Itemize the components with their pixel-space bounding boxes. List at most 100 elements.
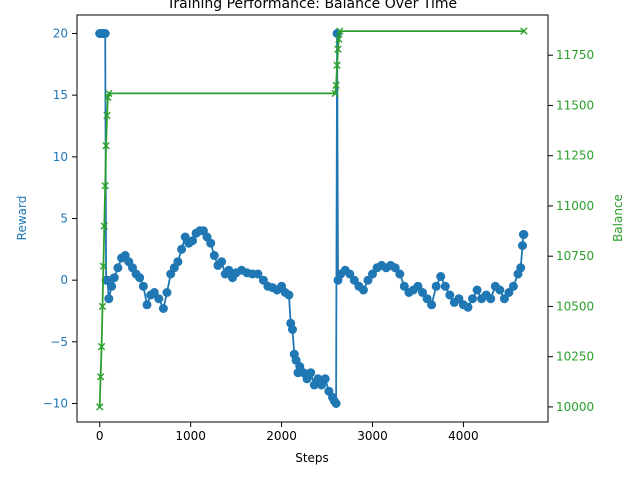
y-right-tick-label: 10000 (556, 400, 594, 414)
plot-area (95, 27, 529, 411)
y-left-tick-label: −10 (43, 397, 68, 411)
reward-point (253, 269, 263, 279)
balance-point (333, 61, 341, 69)
y-axis-left: −10 −5 0 5 10 15 20 (43, 27, 77, 411)
reward-point (368, 269, 377, 279)
balance-point (331, 89, 339, 98)
reward-point (413, 281, 423, 291)
reward-point (395, 269, 405, 279)
reward-point (217, 257, 227, 267)
reward-point (188, 236, 197, 246)
axes-frame (76, 14, 549, 423)
reward-point (173, 257, 183, 267)
balance-point (520, 27, 528, 35)
reward-point (206, 238, 216, 248)
reward-point (113, 263, 123, 273)
balance-point (98, 302, 107, 311)
x-axis-label: Steps (295, 451, 329, 465)
reward-point (158, 304, 168, 313)
reward-point (177, 244, 187, 254)
y-right-tick-label: 11750 (556, 48, 594, 62)
y-left-tick-label: 10 (53, 150, 68, 164)
balance-point (97, 342, 106, 351)
balance-point (101, 182, 109, 190)
balance-point (99, 262, 108, 270)
reward-point (427, 300, 437, 310)
reward-point (331, 399, 341, 408)
reward-point (468, 294, 477, 304)
chart-title: Training Performance: Balance Over Time (166, 0, 457, 12)
x-tick-label: 1000 (175, 429, 206, 443)
balance-point (335, 35, 343, 43)
reward-point (142, 300, 152, 310)
reward-point (349, 275, 359, 285)
x-tick-label: 2000 (266, 429, 297, 443)
y-right-tick-label: 11500 (556, 98, 594, 112)
balance-point (103, 111, 111, 120)
balance-point (100, 222, 108, 230)
balance-point (96, 373, 105, 381)
y-right-tick-label: 10250 (556, 350, 594, 364)
reward-point (463, 302, 473, 312)
reward-point (149, 288, 159, 297)
reward-point (154, 294, 164, 304)
x-tick-label: 4000 (448, 429, 479, 443)
reward-point (472, 285, 482, 295)
reward-point (390, 263, 400, 273)
y-left-tick-label: 20 (53, 27, 68, 41)
reward-point (445, 290, 455, 300)
reward-point (209, 251, 219, 260)
reward-point (518, 241, 527, 251)
y-axis-left-label: Reward (15, 196, 29, 241)
reward-point (135, 273, 145, 283)
y-right-tick-label: 10500 (556, 299, 594, 313)
balance-series-line (98, 30, 524, 407)
x-axis: 0 1000 2000 3000 4000 (96, 422, 479, 443)
reward-point (399, 281, 409, 291)
reward-point (495, 285, 505, 295)
reward-point (224, 265, 234, 275)
reward-point (519, 230, 529, 239)
reward-point (162, 288, 172, 297)
reward-point (516, 263, 526, 273)
y-axis-right-label: Balance (611, 194, 625, 242)
x-tick-label: 0 (96, 429, 104, 443)
y-left-tick-label: 5 (60, 212, 68, 226)
y-left-tick-label: 15 (53, 88, 68, 102)
reward-point (418, 288, 427, 297)
reward-point (284, 290, 294, 300)
reward-point (138, 281, 148, 291)
balance-point (105, 89, 113, 98)
y-right-tick-label: 11250 (556, 149, 594, 163)
reward-point (306, 368, 316, 378)
reward-point (288, 325, 297, 334)
reward-point (431, 281, 441, 291)
balance-point (96, 403, 104, 411)
balance-point (332, 81, 340, 90)
y-right-tick-label: 11000 (556, 199, 594, 213)
y-left-tick-label: −5 (50, 335, 68, 349)
reward-point (109, 273, 119, 283)
balance-point (102, 141, 110, 150)
y-right-tick-label: 10750 (556, 249, 594, 263)
reward-point (486, 294, 496, 304)
reward-point (508, 281, 518, 291)
balance-point (334, 45, 342, 53)
reward-point (440, 281, 450, 291)
reward-point (436, 272, 446, 281)
reward-point (504, 288, 514, 297)
reward-point (499, 294, 509, 304)
balance-point (336, 27, 344, 35)
reward-point (320, 374, 330, 384)
reward-point (104, 294, 114, 304)
reward-series-line (99, 32, 525, 407)
y-left-tick-label: 0 (60, 273, 68, 287)
y-axis-right: 10000 10250 10500 10750 11000 11250 11500 11750 (548, 48, 594, 414)
reward-point (100, 29, 110, 38)
reward-point (358, 285, 368, 295)
reward-point (107, 281, 117, 291)
reward-point (363, 275, 373, 285)
x-tick-label: 3000 (357, 429, 388, 443)
reward-point (345, 269, 355, 279)
